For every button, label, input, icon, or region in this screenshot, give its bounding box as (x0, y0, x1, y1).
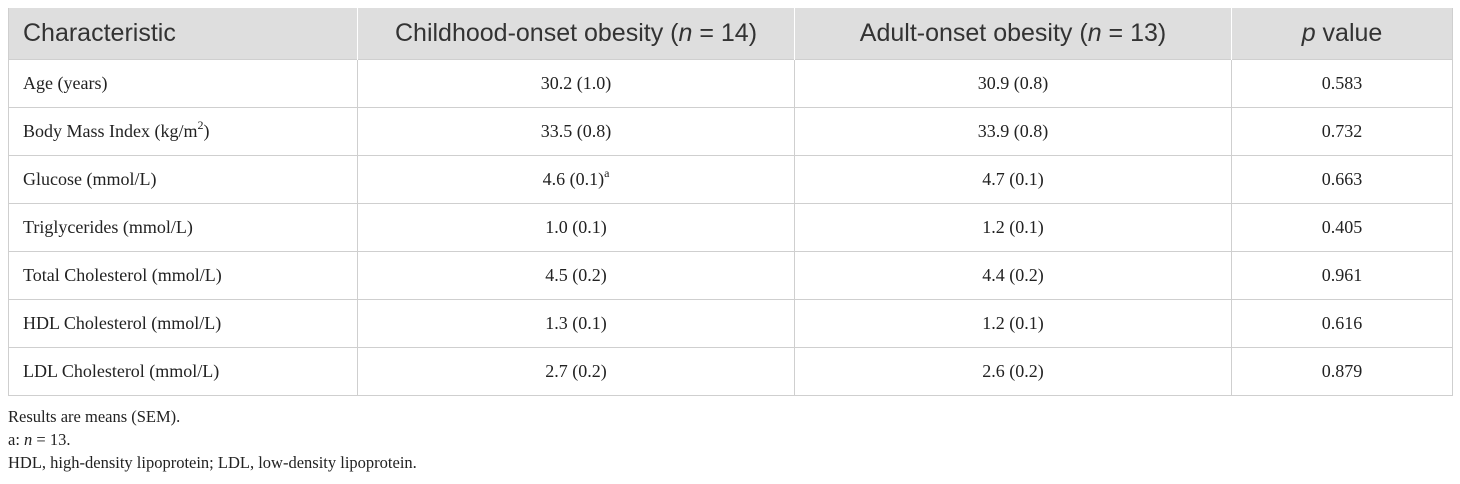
footnote-marker: a (604, 166, 610, 180)
cell-adult: 2.6 (0.2) (794, 347, 1232, 396)
cell-adult: 30.9 (0.8) (794, 59, 1232, 108)
cell-childhood: 1.3 (0.1) (357, 299, 795, 348)
row-label-suffix: ) (203, 121, 210, 141)
header-adult-onset: Adult-onset obesity (n = 13) (794, 8, 1232, 60)
cell-p-value: 0.663 (1231, 155, 1453, 204)
row-label-text: Body Mass Index (kg/m (23, 121, 198, 141)
cell-adult: 33.9 (0.8) (794, 107, 1232, 156)
header-childhood-n: n (678, 19, 693, 47)
cell-childhood: 33.5 (0.8) (357, 107, 795, 156)
cell-p-value: 0.879 (1231, 347, 1453, 396)
table-footnotes: Results are means (SEM). a: n = 13. HDL,… (8, 405, 417, 474)
header-p-suffix: value (1315, 19, 1383, 47)
header-childhood-prefix: Childhood-onset obesity ( (394, 19, 679, 47)
cell-adult: 1.2 (0.1) (794, 299, 1232, 348)
table-row: LDL Cholesterol (mmol/L) 2.7 (0.2) 2.6 (… (8, 347, 1453, 396)
header-row: Characteristic Childhood-onset obesity (… (8, 8, 1453, 60)
header-characteristic: Characteristic (8, 8, 358, 60)
cell-p-value: 0.583 (1231, 59, 1453, 108)
table-row: Glucose (mmol/L) 4.6 (0.1)a 4.7 (0.1) 0.… (8, 155, 1453, 204)
cell-adult: 4.4 (0.2) (794, 251, 1232, 300)
header-characteristic-text: Characteristic (23, 19, 176, 47)
footnote-a: a: n = 13. (8, 428, 417, 451)
table-row: Body Mass Index (kg/m2) 33.5 (0.8) 33.9 … (8, 107, 1453, 156)
cell-p-value: 0.405 (1231, 203, 1453, 252)
footnote-abbreviations: HDL, high-density lipoprotein; LDL, low-… (8, 453, 417, 472)
header-childhood-onset: Childhood-onset obesity (n = 14) (357, 8, 795, 60)
footnote-a-suffix: = 13. (32, 430, 71, 449)
row-label: HDL Cholesterol (mmol/L) (8, 299, 358, 348)
footnote-a-n: n (24, 430, 33, 449)
row-label: Glucose (mmol/L) (8, 155, 358, 204)
footnote-a-prefix: a: (8, 430, 25, 449)
header-adult-prefix: Adult-onset obesity ( (859, 19, 1088, 47)
header-childhood-suffix: = 14) (692, 19, 758, 47)
footnote-results: Results are means (SEM). (8, 407, 181, 426)
row-label: LDL Cholesterol (mmol/L) (8, 347, 358, 396)
table-row: Age (years) 30.2 (1.0) 30.9 (0.8) 0.583 (8, 59, 1453, 108)
cell-childhood: 4.6 (0.1)a (357, 155, 795, 204)
header-p-value: p value (1231, 8, 1453, 60)
characteristics-table: Characteristic Childhood-onset obesity (… (8, 8, 1453, 396)
table-row: Total Cholesterol (mmol/L) 4.5 (0.2) 4.4… (8, 251, 1453, 300)
cell-p-value: 0.961 (1231, 251, 1453, 300)
header-p-italic: p (1301, 19, 1316, 47)
table-header: Characteristic Childhood-onset obesity (… (8, 8, 1453, 60)
cell-childhood: 2.7 (0.2) (357, 347, 795, 396)
cell-childhood: 1.0 (0.1) (357, 203, 795, 252)
cell-p-value: 0.732 (1231, 107, 1453, 156)
cell-adult: 4.7 (0.1) (794, 155, 1232, 204)
table-row: Triglycerides (mmol/L) 1.0 (0.1) 1.2 (0.… (8, 203, 1453, 252)
table-row: HDL Cholesterol (mmol/L) 1.3 (0.1) 1.2 (… (8, 299, 1453, 348)
header-adult-n: n (1087, 19, 1102, 47)
cell-childhood-value: 4.6 (0.1) (542, 169, 605, 189)
row-label-superscript: 2 (197, 118, 204, 132)
cell-p-value: 0.616 (1231, 299, 1453, 348)
table-body: Age (years) 30.2 (1.0) 30.9 (0.8) 0.583 … (8, 59, 1453, 396)
header-adult-suffix: = 13) (1101, 19, 1167, 47)
row-label: Total Cholesterol (mmol/L) (8, 251, 358, 300)
row-label: Triglycerides (mmol/L) (8, 203, 358, 252)
row-label: Age (years) (8, 59, 358, 108)
data-table-container: Characteristic Childhood-onset obesity (… (8, 8, 1453, 396)
cell-adult: 1.2 (0.1) (794, 203, 1232, 252)
cell-childhood: 4.5 (0.2) (357, 251, 795, 300)
cell-childhood: 30.2 (1.0) (357, 59, 795, 108)
row-label: Body Mass Index (kg/m2) (8, 107, 358, 156)
